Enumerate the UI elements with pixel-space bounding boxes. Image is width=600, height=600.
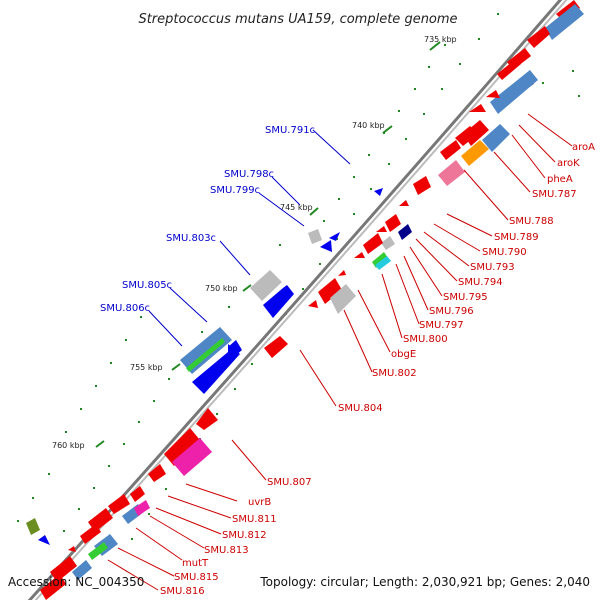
gene-label-smu791c: SMU.791c [265, 125, 315, 136]
cog-feature [26, 518, 40, 535]
gene-label-smu812: SMU.812 [222, 530, 267, 541]
gene-label-smu811: SMU.811 [232, 514, 277, 525]
cds-feature [263, 285, 294, 318]
gene-label-smu788: SMU.788 [509, 216, 554, 227]
kbp-ticks: 735 kbp 740 kbp 745 kbp 750 kbp 755 kbp … [52, 35, 457, 450]
gene-label-arok: aroK [557, 158, 580, 169]
tick-label-755: 755 kbp [130, 363, 163, 372]
gene-label-mutt: mutT [182, 558, 209, 569]
tick-label-735: 735 kbp [424, 35, 457, 44]
cds-feature [329, 232, 340, 241]
cog-feature [308, 229, 322, 244]
plus-strand-callouts: SMU.791c SMU.798c SMU.799c SMU.803c SMU.… [100, 125, 351, 347]
gene-label-smu789: SMU.789 [494, 232, 539, 243]
cds-feature [192, 344, 240, 394]
gene-label-smu796: SMU.796 [429, 306, 474, 317]
gene-label-smu798c: SMU.798c [224, 169, 274, 180]
gene-label-aroa: aroA [572, 142, 595, 153]
gene-label-smu787: SMU.787 [532, 189, 577, 200]
cog-feature [250, 270, 282, 301]
plus-strand-features [26, 188, 383, 545]
gene-label-smu795: SMU.795 [443, 292, 488, 303]
gene-label-smu800: SMU.800 [403, 334, 448, 345]
accession-label: Accession: NC_004350 [8, 575, 144, 589]
gene-label-smu794: SMU.794 [458, 277, 503, 288]
gene-label-smu799c: SMU.799c [210, 185, 260, 196]
minus-strand-features [40, 0, 584, 600]
topology-label: Topology: circular; Length: 2,030,921 bp… [259, 575, 590, 589]
gene-label-obge: obgE [391, 349, 416, 360]
cds-feature [374, 188, 383, 196]
gc-dot-trails [17, 13, 580, 540]
cds-feature [228, 340, 242, 357]
map-title: Streptococcus mutans UA159, complete gen… [138, 12, 457, 27]
cds-feature [38, 535, 50, 545]
gene-label-smu793: SMU.793 [470, 262, 515, 273]
gene-label-smu816: SMU.816 [160, 586, 205, 597]
gene-label-smu805c: SMU.805c [122, 280, 172, 291]
gene-label-uvrb: uvrB [248, 497, 271, 508]
tick-label-750: 750 kbp [205, 284, 238, 293]
minus-strand-labels: aroA aroK pheA SMU.787 SMU.788 SMU.789 S… [160, 142, 595, 597]
gene-label-smu797: SMU.797 [419, 320, 464, 331]
gene-label-smu790: SMU.790 [482, 247, 527, 258]
gene-label-smu803c: SMU.803c [166, 233, 216, 244]
cog-feature [186, 338, 225, 372]
tick-label-760: 760 kbp [52, 441, 85, 450]
gene-label-smu802: SMU.802 [372, 368, 417, 379]
cds-feature [320, 240, 332, 252]
gene-label-smu806c: SMU.806c [100, 303, 150, 314]
tick-label-745: 745 kbp [280, 203, 313, 212]
gene-label-phea: pheA [547, 174, 573, 185]
gene-label-smu807: SMU.807 [267, 477, 312, 488]
gene-label-smu813: SMU.813 [204, 545, 249, 556]
tick-label-740: 740 kbp [352, 121, 385, 130]
gene-label-smu815: SMU.815 [174, 572, 219, 583]
minus-strand-callouts [107, 113, 573, 591]
gene-label-smu804: SMU.804 [338, 403, 383, 414]
